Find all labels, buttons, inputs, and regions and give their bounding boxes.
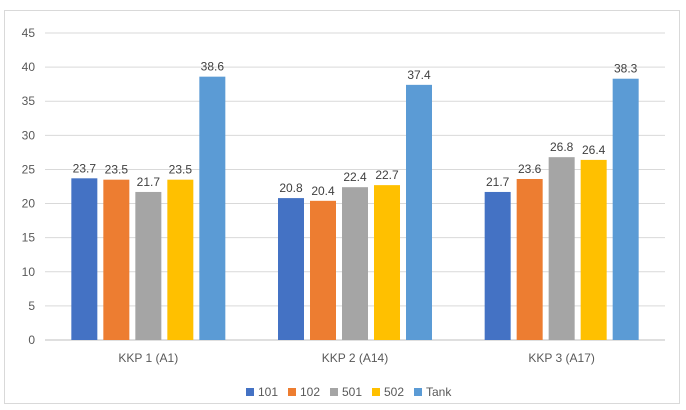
bar-tank-1 bbox=[199, 76, 226, 340]
y-tick-label: 45 bbox=[22, 26, 36, 40]
legend-swatch-501 bbox=[330, 388, 338, 396]
y-tick-label: 25 bbox=[22, 162, 36, 176]
bar-tank-2 bbox=[406, 84, 432, 340]
bar-101-2 bbox=[278, 198, 304, 340]
legend-swatch-102 bbox=[288, 388, 296, 396]
legend-swatch-101 bbox=[246, 388, 254, 396]
bar-501-2 bbox=[342, 187, 368, 340]
category-labels: KKP 1 (A1) KKP 2 (A14) KKP 3 (A17) bbox=[118, 351, 594, 365]
legend-swatch-tank bbox=[414, 388, 422, 396]
category-label: KKP 2 (A14) bbox=[322, 351, 388, 365]
bar-101-1 bbox=[71, 178, 98, 340]
legend-swatch-502 bbox=[372, 388, 380, 396]
legend-label: 101 bbox=[258, 385, 278, 399]
bar-502-3 bbox=[580, 159, 607, 340]
legend-label: 502 bbox=[384, 385, 404, 399]
bar-501-1 bbox=[135, 191, 162, 340]
y-tick-label: 30 bbox=[22, 128, 36, 142]
data-label: 38.6 bbox=[201, 60, 225, 74]
data-labels: 23.7 23.5 21.7 23.5 38.6 20.8 20.4 22.4 22.7 37.4… bbox=[73, 60, 638, 198]
data-label: 26.8 bbox=[550, 140, 574, 154]
data-label: 26.4 bbox=[582, 143, 606, 157]
y-tick-label: 5 bbox=[28, 299, 35, 313]
y-tick-label: 40 bbox=[22, 60, 36, 74]
data-label: 22.4 bbox=[343, 170, 367, 184]
y-tick-label: 20 bbox=[22, 197, 36, 211]
y-tick-label: 0 bbox=[28, 333, 35, 347]
bars bbox=[71, 76, 639, 340]
y-axis-tick-labels: 0 5 10 15 20 25 30 35 40 45 bbox=[22, 26, 36, 347]
bar-102-3 bbox=[516, 178, 543, 340]
legend: 101 102 501 502 Tank bbox=[246, 385, 452, 399]
bar-101-3 bbox=[484, 191, 511, 340]
data-label: 37.4 bbox=[407, 68, 431, 82]
y-tick-label: 15 bbox=[22, 231, 36, 245]
bar-102-2 bbox=[310, 200, 336, 340]
bar-102-1 bbox=[103, 179, 130, 340]
data-label: 23.5 bbox=[105, 163, 129, 177]
y-tick-label: 35 bbox=[22, 94, 36, 108]
category-label: KKP 3 (A17) bbox=[528, 351, 594, 365]
data-label: 20.8 bbox=[279, 181, 303, 195]
bar-tank-3 bbox=[612, 78, 639, 340]
data-label: 21.7 bbox=[486, 175, 510, 189]
data-label: 23.6 bbox=[518, 162, 542, 176]
data-label: 23.5 bbox=[169, 163, 193, 177]
legend-label: Tank bbox=[426, 385, 452, 399]
data-label: 20.4 bbox=[311, 184, 335, 198]
legend-label: 501 bbox=[342, 385, 362, 399]
category-label: KKP 1 (A1) bbox=[118, 351, 178, 365]
bar-501-3 bbox=[548, 157, 575, 340]
data-label: 21.7 bbox=[137, 175, 161, 189]
legend-label: 102 bbox=[300, 385, 320, 399]
bar-502-2 bbox=[374, 185, 400, 340]
data-label: 38.3 bbox=[614, 62, 638, 76]
data-label: 22.7 bbox=[375, 168, 399, 182]
bar-502-1 bbox=[167, 179, 194, 340]
data-label: 23.7 bbox=[73, 161, 97, 175]
y-tick-label: 10 bbox=[22, 265, 36, 279]
